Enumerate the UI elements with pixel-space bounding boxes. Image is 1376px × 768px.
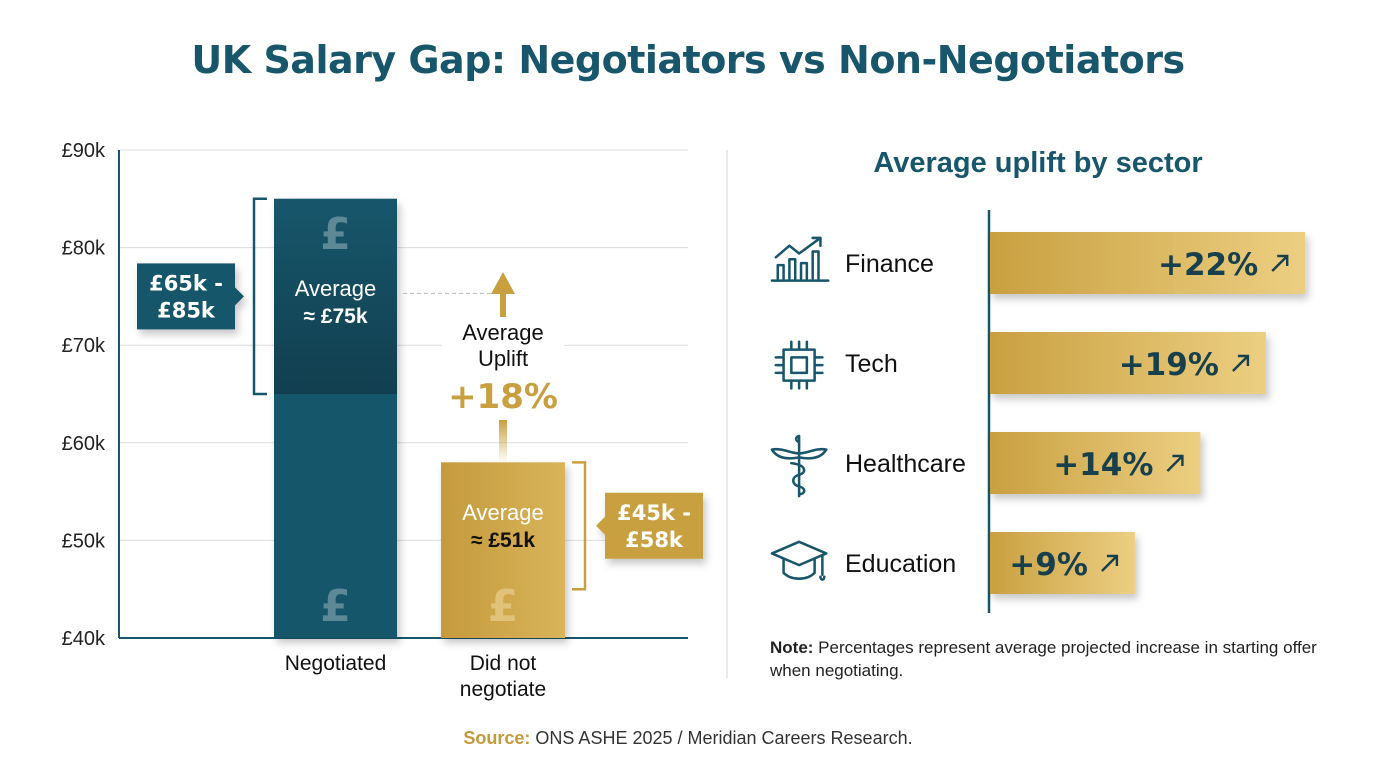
sector-row: Education +9% — [770, 532, 1135, 594]
sector-bar — [990, 432, 1201, 494]
average-value: ≈ £51k — [471, 529, 535, 552]
range-callout-pointer — [235, 287, 244, 306]
range-callout: £45k - £58k — [596, 492, 703, 559]
uplift-arrow-shaft — [499, 420, 507, 463]
uplift-arrow-shaft-top — [500, 292, 506, 317]
range-callout-label: £58k — [625, 528, 684, 552]
sector-row: Finance +22% — [770, 232, 1306, 294]
sector-chart-title: Average uplift by sector — [873, 147, 1203, 179]
source: Source: ONS ASHE 2025 / Meridian Careers… — [0, 728, 1376, 749]
uplift-value: +18% — [448, 377, 558, 417]
average-value: ≈ £75k — [303, 305, 367, 328]
uplift-label-bg — [442, 318, 564, 418]
caduceus-icon — [770, 434, 828, 498]
average-label: Average — [295, 276, 377, 301]
x-tick-label: negotiate — [460, 678, 546, 701]
sector-label: Healthcare — [845, 450, 966, 478]
range-callout: £65k - £85k — [137, 263, 244, 330]
chart-growth-icon — [770, 236, 830, 282]
sector-value-label: +9% — [1009, 547, 1088, 583]
sector-value-label: +14% — [1053, 447, 1153, 483]
range-callout-box — [605, 492, 703, 559]
y-tick-label: £40k — [62, 628, 106, 650]
x-tick-label: Negotiated — [285, 652, 387, 675]
range-bracket — [252, 197, 267, 396]
range-callout-label: £65k - — [149, 271, 223, 295]
sector-row: Tech +19% — [774, 332, 1266, 394]
note: Note: Percentages represent average proj… — [770, 636, 1330, 682]
uplift-arrow-head — [491, 272, 515, 294]
sector-label: Finance — [845, 250, 934, 278]
bar-range-segment — [274, 198, 397, 394]
source-label: Source: — [463, 728, 531, 748]
chart-title: UK Salary Gap: Negotiators vs Non-Negoti… — [191, 38, 1185, 82]
average-label: Average — [462, 500, 544, 525]
note-text: Percentages represent average projected … — [770, 638, 1317, 680]
range-bracket — [572, 461, 587, 591]
note-label: Note: — [770, 638, 814, 657]
y-tick-label: £50k — [62, 530, 106, 552]
y-tick-label: £60k — [62, 433, 106, 455]
graduation-cap-icon — [770, 540, 828, 581]
source-text: ONS ASHE 2025 / Meridian Careers Researc… — [530, 728, 913, 748]
range-callout-label: £85k — [157, 298, 216, 322]
x-tick-label: Did not — [470, 652, 537, 675]
arrow-up-right-icon — [1232, 354, 1250, 372]
bar-did-not-negotiate — [441, 462, 565, 638]
pound-sign-icon: £ — [320, 209, 351, 260]
sector-value-label: +22% — [1158, 247, 1258, 283]
y-tick-label: £70k — [62, 335, 106, 357]
range-callout-label: £45k - — [617, 501, 691, 525]
pound-sign-icon: £ — [488, 581, 519, 632]
y-tick-label: £80k — [62, 238, 106, 260]
arrow-up-right-icon — [1101, 554, 1119, 572]
range-callout-box — [137, 263, 235, 330]
sector-value-label: +19% — [1119, 347, 1219, 383]
microchip-icon — [774, 340, 824, 390]
arrow-up-right-icon — [1166, 454, 1184, 472]
sector-bar — [990, 232, 1306, 294]
sector-bar — [990, 332, 1266, 394]
range-callout-pointer — [596, 516, 605, 535]
arrow-up-right-icon — [1271, 254, 1289, 272]
pound-sign-icon: £ — [320, 581, 351, 632]
sector-label: Tech — [845, 350, 898, 378]
sector-label: Education — [845, 550, 956, 578]
y-tick-label: £90k — [62, 140, 106, 162]
uplift-label: Average — [462, 320, 544, 345]
uplift-label: Uplift — [478, 346, 528, 371]
sector-row: Healthcare +14% — [770, 432, 1201, 498]
